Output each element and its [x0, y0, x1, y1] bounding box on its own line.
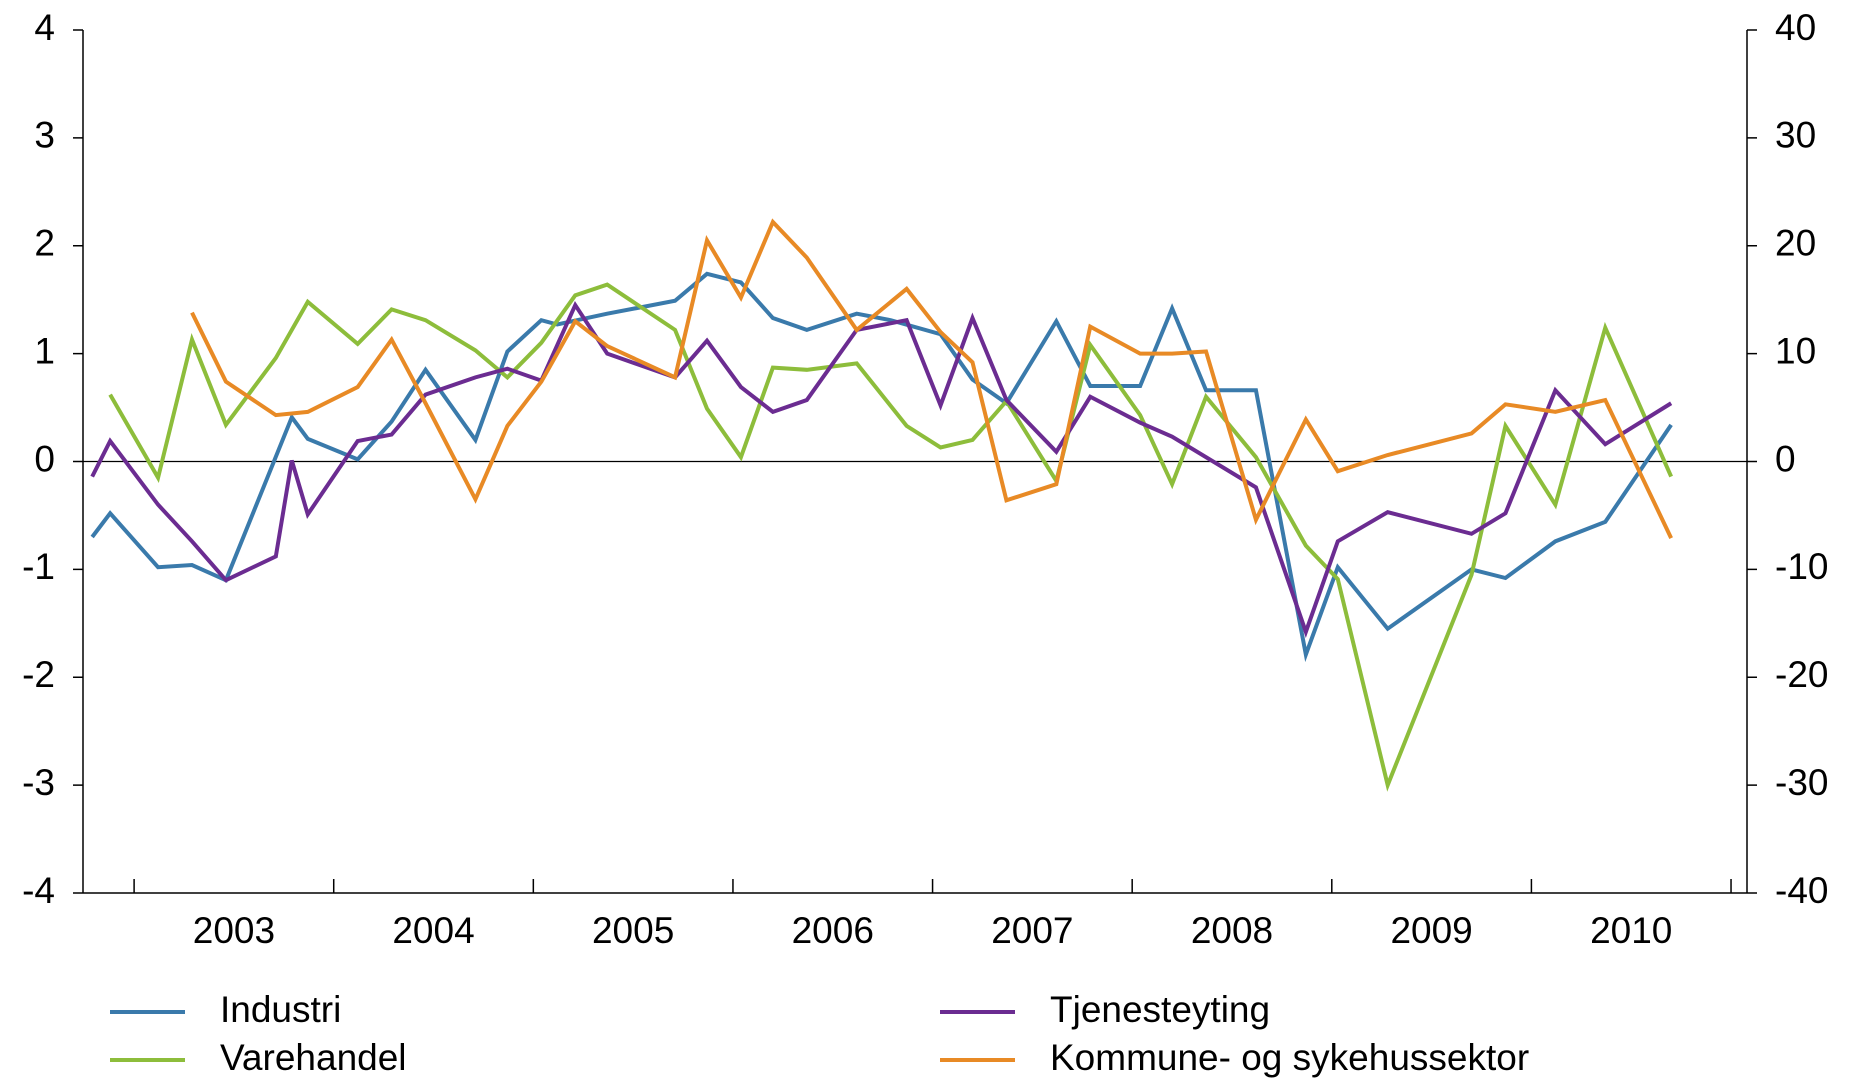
y-tick-label: -4: [22, 870, 55, 911]
x-tick-label: 2007: [991, 910, 1073, 951]
x-tick-label: 2008: [1191, 910, 1273, 951]
y-tick-label: 1: [34, 330, 55, 371]
x-tick-label: 2010: [1590, 910, 1672, 951]
y2-tick-label: 20: [1775, 223, 1816, 264]
y-tick-label: -3: [22, 762, 55, 803]
y2-tick-label: 10: [1775, 330, 1816, 371]
y2-tick-label: -20: [1775, 654, 1828, 695]
y-tick-label: 2: [34, 223, 55, 264]
legend-label: Varehandel: [220, 1037, 407, 1078]
legend-label: Tjenesteyting: [1050, 989, 1270, 1030]
x-tick-label: 2005: [592, 910, 674, 951]
x-tick-label: 2006: [792, 910, 874, 951]
y-tick-label: -2: [22, 654, 55, 695]
series-line: [90, 300, 1673, 639]
y2-tick-label: 30: [1775, 115, 1816, 156]
legend-label: Kommune- og sykehussektor: [1050, 1037, 1529, 1078]
y2-tick-label: 0: [1775, 438, 1796, 479]
y2-tick-label: 40: [1775, 7, 1816, 48]
x-tick-label: 2004: [392, 910, 474, 951]
legend-label: Industri: [220, 989, 341, 1030]
y-tick-label: 4: [34, 7, 55, 48]
y-tick-label: 3: [34, 115, 55, 156]
y-tick-label: -1: [22, 546, 55, 587]
y2-tick-label: -30: [1775, 762, 1828, 803]
y2-tick-label: -40: [1775, 870, 1828, 911]
series-line: [90, 271, 1673, 663]
x-tick-label: 2003: [193, 910, 275, 951]
x-tick-label: 2009: [1390, 910, 1472, 951]
series-line: [108, 282, 1673, 792]
series-line: [190, 218, 1673, 539]
y-tick-label: 0: [34, 438, 55, 479]
y2-tick-label: -10: [1775, 546, 1828, 587]
